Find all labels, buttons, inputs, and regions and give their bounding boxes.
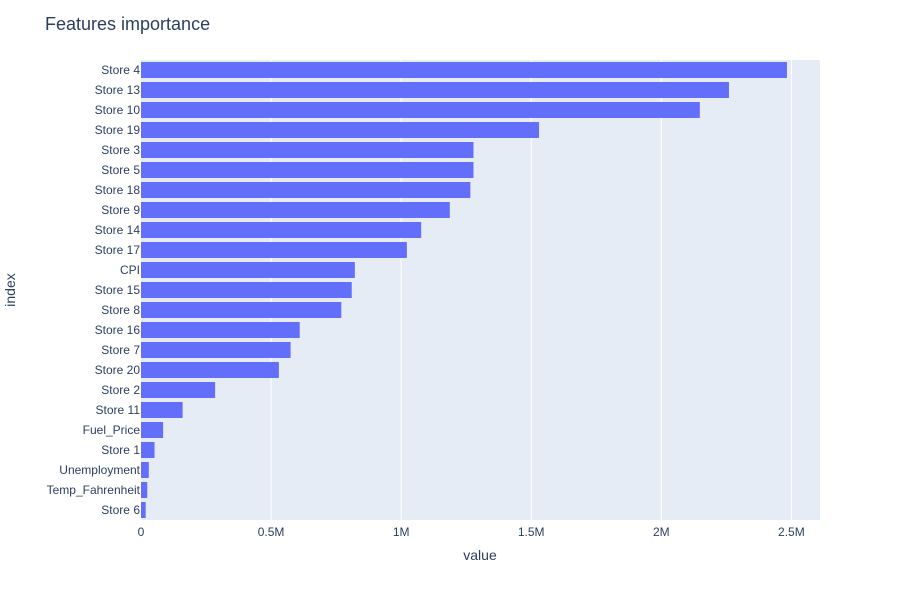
y-tick-label: Store 2 bbox=[101, 383, 140, 397]
bar[interactable] bbox=[141, 342, 291, 358]
bar[interactable] bbox=[141, 322, 300, 338]
y-tick-label: Store 9 bbox=[101, 203, 140, 217]
y-axis-ticks: Store 4 Store 13 Store 10 Store 19 Store 3 St… bbox=[47, 63, 141, 517]
bar[interactable] bbox=[141, 442, 155, 458]
y-tick-label: Store 20 bbox=[95, 363, 141, 377]
y-tick-label: CPI bbox=[120, 263, 140, 277]
x-tick-label: 0.5M bbox=[258, 525, 285, 539]
y-tick-label: Store 14 bbox=[95, 223, 141, 237]
bar[interactable] bbox=[141, 62, 787, 78]
y-tick-label: Store 16 bbox=[95, 323, 141, 337]
y-tick-label: Store 4 bbox=[101, 63, 140, 77]
bar[interactable] bbox=[141, 282, 352, 298]
bar[interactable] bbox=[141, 362, 279, 378]
bar[interactable] bbox=[141, 202, 450, 218]
bar[interactable] bbox=[141, 462, 149, 478]
x-tick-label: 1M bbox=[393, 525, 410, 539]
bar[interactable] bbox=[141, 422, 164, 438]
chart-title: Features importance bbox=[45, 14, 210, 34]
bar[interactable] bbox=[141, 402, 183, 418]
bar[interactable] bbox=[141, 102, 700, 118]
bar[interactable] bbox=[141, 262, 355, 278]
y-tick-label: Store 15 bbox=[95, 283, 141, 297]
y-tick-label: Store 7 bbox=[101, 343, 140, 357]
y-tick-label: Store 17 bbox=[95, 243, 141, 257]
y-tick-label: Store 11 bbox=[96, 403, 141, 417]
y-tick-label: Store 10 bbox=[95, 103, 141, 117]
bar[interactable] bbox=[141, 482, 148, 498]
y-tick-label: Unemployment bbox=[59, 463, 140, 477]
x-tick-label: 1.5M bbox=[518, 525, 545, 539]
y-tick-label: Store 13 bbox=[95, 83, 141, 97]
bar[interactable] bbox=[141, 302, 342, 318]
bar[interactable] bbox=[141, 242, 407, 258]
y-tick-label: Store 5 bbox=[101, 163, 140, 177]
x-tick-label: 2M bbox=[653, 525, 670, 539]
bar[interactable] bbox=[141, 162, 474, 178]
y-tick-label: Store 18 bbox=[95, 183, 141, 197]
y-tick-label: Store 8 bbox=[101, 303, 140, 317]
y-tick-label: Store 3 bbox=[101, 143, 140, 157]
bars bbox=[141, 62, 787, 518]
y-axis-title: index bbox=[2, 273, 18, 306]
y-tick-label: Store 1 bbox=[101, 443, 140, 457]
y-tick-label: Fuel_Price bbox=[83, 423, 141, 437]
x-axis-title: value bbox=[463, 547, 497, 563]
bar[interactable] bbox=[141, 502, 146, 518]
x-axis-ticks: 0 0.5M 1M 1.5M 2M 2.5M bbox=[138, 525, 805, 539]
x-tick-label: 2.5M bbox=[778, 525, 805, 539]
y-tick-label: Store 6 bbox=[101, 503, 140, 517]
y-tick-label: Temp_Fahrenheit bbox=[47, 483, 141, 497]
bar[interactable] bbox=[141, 142, 474, 158]
bar[interactable] bbox=[141, 182, 471, 198]
bar[interactable] bbox=[141, 382, 216, 398]
x-tick-label: 0 bbox=[138, 525, 145, 539]
bar[interactable] bbox=[141, 122, 540, 138]
bar[interactable] bbox=[141, 222, 422, 238]
y-tick-label: Store 19 bbox=[95, 123, 141, 137]
bar[interactable] bbox=[141, 82, 729, 98]
